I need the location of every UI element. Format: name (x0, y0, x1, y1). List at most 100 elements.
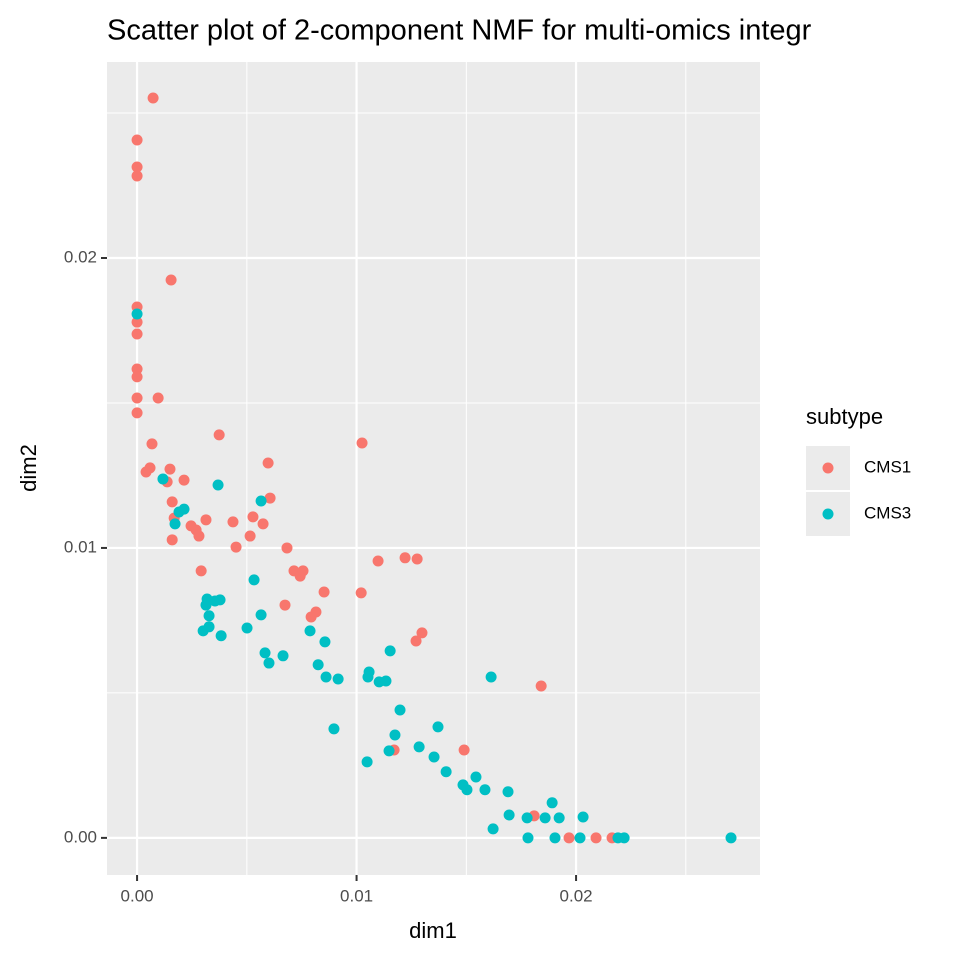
point (164, 463, 176, 475)
point (144, 462, 156, 474)
point (332, 673, 344, 685)
point (479, 784, 491, 796)
point (214, 594, 226, 606)
point (487, 823, 499, 835)
point (535, 680, 547, 692)
point (389, 729, 401, 741)
point (173, 506, 185, 518)
point (203, 610, 215, 622)
point (215, 630, 227, 642)
point (152, 392, 164, 404)
point (203, 621, 215, 633)
y-tick-label: 0.01 (64, 537, 97, 556)
point (320, 671, 332, 683)
point (195, 565, 207, 577)
point (428, 751, 440, 763)
point (277, 650, 289, 662)
point (241, 622, 253, 634)
point (411, 553, 423, 565)
point (257, 518, 269, 530)
x-axis-label: dim1 (409, 918, 457, 943)
point (380, 675, 392, 687)
point (318, 586, 330, 598)
point (549, 832, 561, 844)
point (362, 671, 374, 683)
point (262, 457, 274, 469)
point (553, 812, 565, 824)
point (147, 92, 159, 104)
point (131, 363, 143, 375)
point (503, 809, 515, 821)
point (281, 542, 293, 554)
point (131, 161, 143, 173)
point (416, 627, 428, 639)
point (255, 495, 267, 507)
point (230, 541, 242, 553)
point (178, 474, 190, 486)
legend-marker (822, 508, 834, 520)
point (200, 599, 212, 611)
point (384, 645, 396, 657)
point (304, 625, 316, 637)
point (131, 134, 143, 146)
point (157, 473, 169, 485)
point (522, 832, 534, 844)
point (577, 811, 589, 823)
point (131, 407, 143, 419)
point (356, 437, 368, 449)
legend-label: CMS1 (864, 457, 911, 476)
point (244, 530, 256, 542)
point (590, 832, 602, 844)
point (131, 371, 143, 383)
y-axis-label: dim2 (16, 444, 41, 492)
point (131, 316, 143, 328)
point (432, 721, 444, 733)
point (539, 812, 551, 824)
chart-title: Scatter plot of 2-component NMF for mult… (107, 15, 812, 47)
point (169, 518, 181, 530)
point (312, 659, 324, 671)
point (461, 784, 473, 796)
point (213, 429, 225, 441)
point (361, 756, 373, 768)
point (259, 647, 271, 659)
point (305, 611, 317, 623)
legend-label: CMS3 (864, 503, 911, 522)
point (725, 832, 737, 844)
point (618, 832, 630, 844)
y-tick-label: 0.02 (64, 247, 97, 266)
x-tick-label: 0.01 (340, 886, 373, 905)
point (470, 771, 482, 783)
point (485, 671, 497, 683)
point (458, 744, 470, 756)
x-tick-label: 0.00 (121, 886, 154, 905)
point (413, 741, 425, 753)
point (410, 635, 422, 647)
point (200, 514, 212, 526)
point (131, 170, 143, 182)
point (399, 552, 411, 564)
point (166, 534, 178, 546)
y-tick-label: 0.00 (64, 827, 97, 846)
point (383, 745, 395, 757)
point (131, 392, 143, 404)
point (227, 516, 239, 528)
point (166, 496, 178, 508)
point (521, 812, 533, 824)
point (248, 574, 260, 586)
point (319, 636, 331, 648)
panel (107, 62, 760, 875)
point (212, 479, 224, 491)
point (263, 657, 275, 669)
point (131, 328, 143, 340)
point (264, 492, 276, 504)
point (394, 704, 406, 716)
point (440, 766, 452, 778)
point (131, 308, 143, 320)
point (193, 530, 205, 542)
point (546, 797, 558, 809)
point (355, 587, 367, 599)
legend-marker (822, 462, 834, 474)
point (255, 609, 267, 621)
